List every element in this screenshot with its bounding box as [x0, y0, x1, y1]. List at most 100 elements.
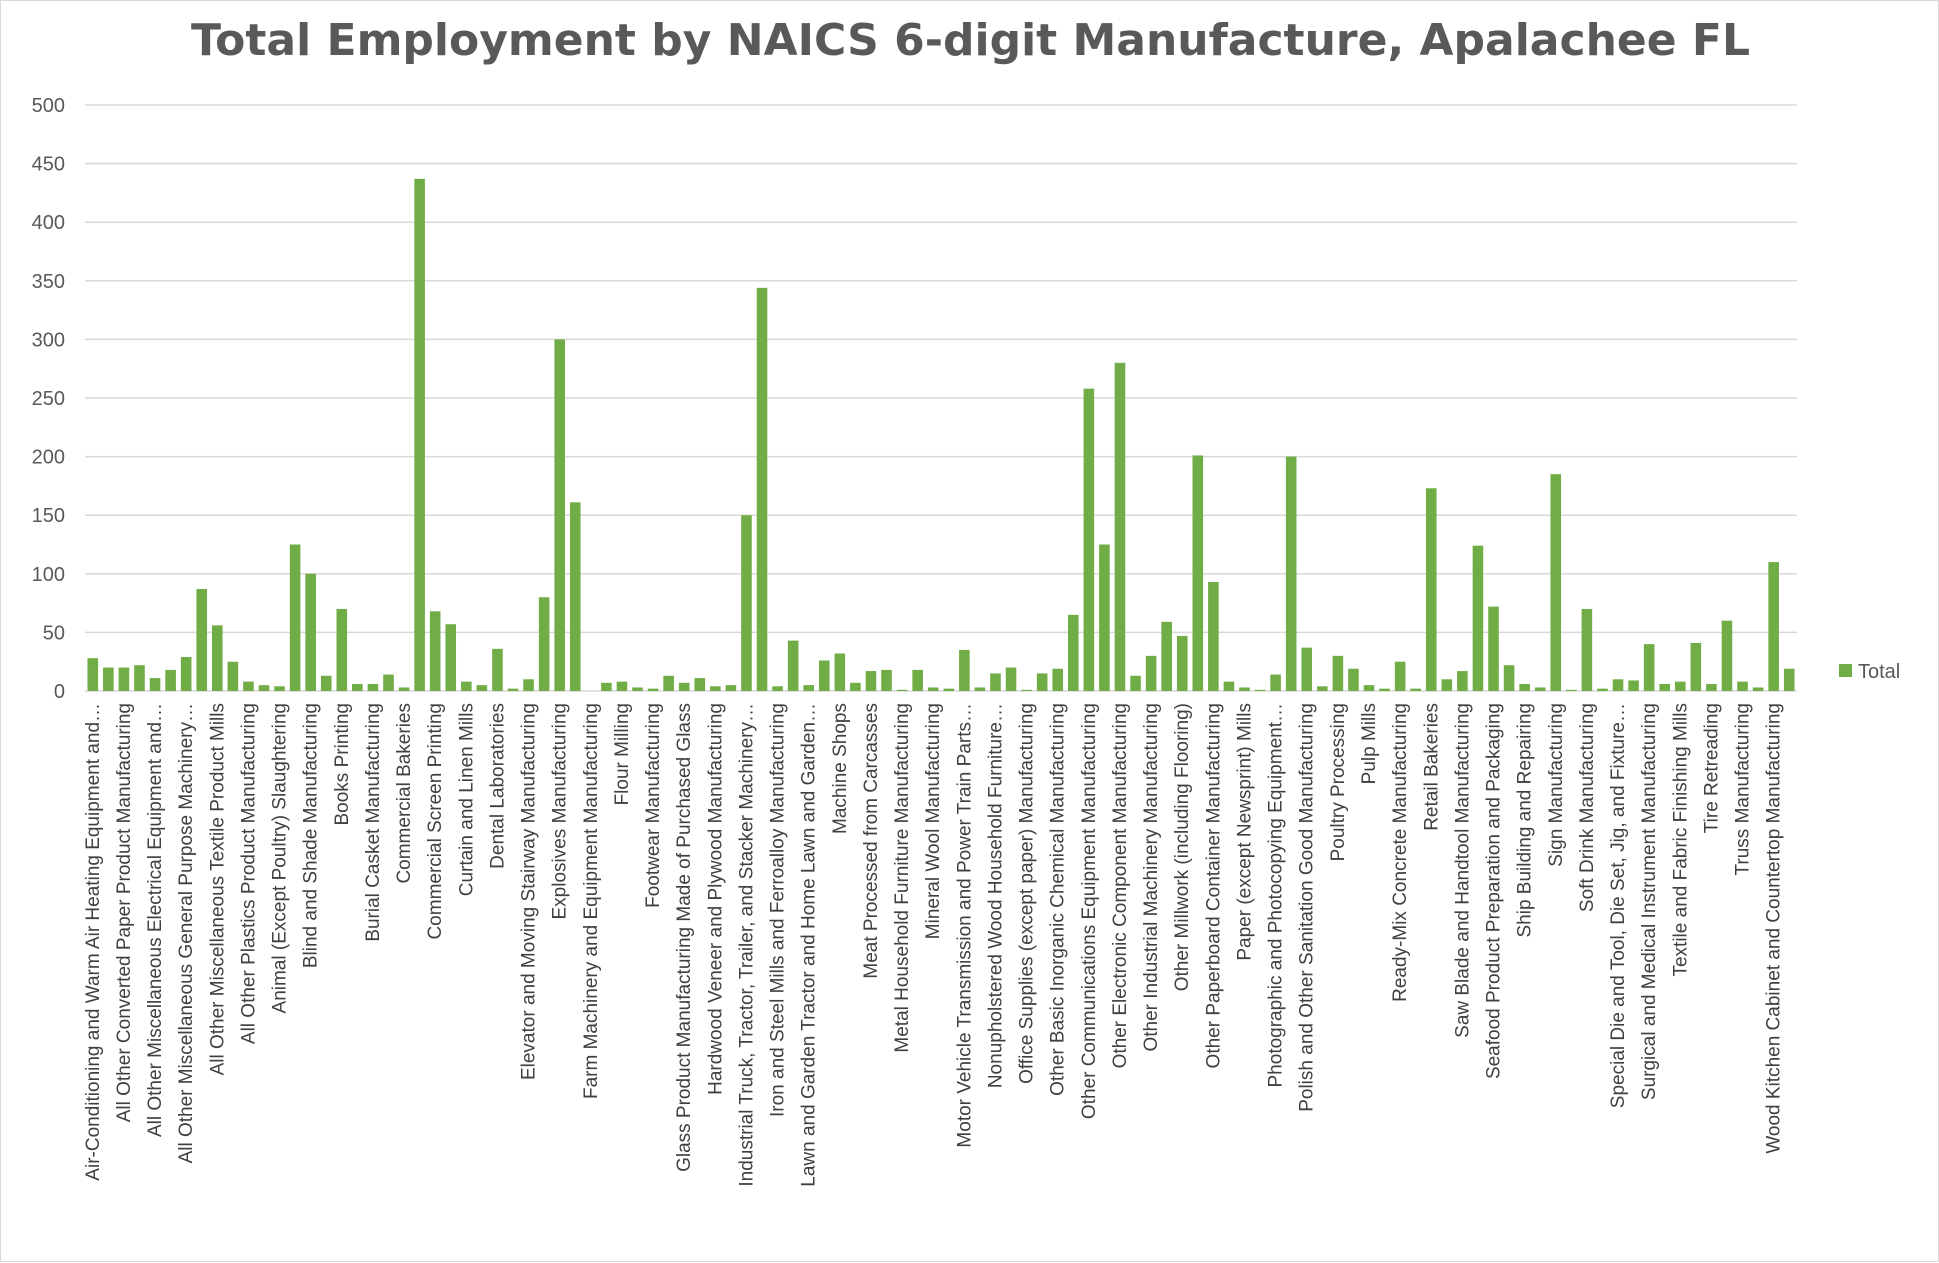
x-tick-label: All Other Plastics Product Manufacturing [238, 703, 259, 1044]
bar [834, 653, 846, 691]
x-tick-label: Iron and Steel Mills and Ferroalloy Manu… [768, 703, 789, 1117]
x-tick-label: Nonupholstered Wood Household Furniture… [985, 703, 1006, 1088]
bar [1363, 685, 1375, 691]
x-tick-label: Mineral Wool Manufacturing [923, 703, 944, 939]
bar [1752, 687, 1764, 691]
x-tick-label: Ship Building and Repairing [1515, 703, 1536, 938]
bar [1612, 679, 1624, 691]
x-tick-label: Other Millwork (including Flooring) [1172, 703, 1193, 991]
bar [1301, 647, 1313, 691]
x-tick-label: Glass Product Manufacturing Made of Purc… [674, 703, 695, 1172]
bar [1394, 661, 1406, 691]
x-tick-label: Textile and Fabric Finishing Mills [1670, 703, 1691, 977]
bar [305, 573, 316, 691]
bar [632, 687, 643, 691]
bar [134, 665, 145, 691]
bar [87, 658, 99, 691]
bar [569, 502, 581, 691]
x-tick-label: Surgical and Medical Instrument Manufact… [1639, 703, 1660, 1100]
bar [959, 649, 970, 691]
x-tick-label: Ready-Mix Concrete Manufacturing [1390, 703, 1411, 1002]
x-tick-label: Saw Blade and Handtool Manufacturing [1452, 703, 1473, 1038]
x-tick-label: Truss Manufacturing [1733, 703, 1754, 875]
x-tick-label: Motor Vehicle Transmission and Power Tra… [954, 703, 975, 1148]
bar [492, 648, 503, 691]
bar [1348, 668, 1359, 691]
bar [1114, 362, 1126, 691]
bar [1036, 673, 1048, 691]
bar [1254, 689, 1266, 691]
x-tick-label: Books Printing [332, 703, 353, 826]
x-tick-label: Lawn and Garden Tractor and Home Lawn an… [799, 703, 820, 1187]
bar [211, 625, 223, 691]
bar [538, 597, 550, 691]
bar [1690, 642, 1702, 691]
x-tick-label: Special Die and Tool, Die Set, Jig, and … [1608, 703, 1629, 1108]
bar [1721, 620, 1733, 691]
y-tick-label: 50 [43, 622, 65, 644]
bar [320, 675, 332, 691]
bar [336, 608, 348, 691]
x-axis-labels: Air-Conditioning and Warm Air Heating Eq… [83, 703, 1785, 1187]
bars [87, 178, 1795, 691]
x-tick-label: Hardwood Veneer and Plywood Manufacturin… [705, 703, 726, 1095]
bar [414, 178, 425, 691]
y-tick-label: 250 [32, 388, 65, 410]
bar [1674, 681, 1686, 691]
chart-title: Total Employment by NAICS 6-digit Manufa… [190, 15, 1750, 66]
x-tick-label: Blind and Shade Manufacturing [301, 703, 322, 968]
bar [756, 287, 768, 691]
bar [258, 685, 270, 691]
bar [974, 687, 986, 691]
bar [1472, 545, 1484, 691]
bar [1005, 667, 1017, 691]
x-tick-label: Other Electronic Component Manufacturing [1110, 703, 1131, 1068]
bar [710, 686, 721, 691]
x-tick-label: Retail Bakeries [1421, 703, 1442, 831]
x-tick-label: Flour Milling [612, 703, 633, 805]
bar [1519, 683, 1530, 691]
bar [990, 673, 1001, 691]
bar [554, 339, 565, 691]
x-tick-label: Metal Household Furniture Manufacturing [892, 703, 913, 1053]
bar [1566, 689, 1577, 691]
bar [1161, 621, 1172, 691]
bar [1441, 679, 1453, 691]
x-tick-label: All Other Miscellaneous Electrical Equip… [145, 703, 166, 1137]
bar [149, 678, 161, 691]
bar [647, 688, 659, 691]
bar [1783, 668, 1795, 691]
bar [445, 624, 457, 691]
x-tick-label: All Other Miscellaneous General Purpose … [176, 703, 197, 1163]
bar [1706, 683, 1717, 691]
x-tick-label: All Other Converted Paper Product Manufa… [114, 703, 135, 1122]
bar [180, 657, 192, 691]
x-tick-label: Wood Kitchen Cabinet and Countertop Manu… [1764, 703, 1785, 1154]
y-tick-label: 100 [32, 564, 65, 586]
bar [1052, 668, 1064, 691]
bar [1659, 683, 1671, 691]
bar [1410, 688, 1421, 691]
x-tick-label: Other Basic Inorganic Chemical Manufactu… [1048, 703, 1069, 1096]
bar [1130, 675, 1141, 691]
grid-lines [85, 104, 1797, 692]
bar [850, 682, 861, 691]
bar [165, 669, 176, 691]
bar [881, 669, 892, 691]
x-tick-label: Air-Conditioning and Warm Air Heating Eq… [83, 703, 104, 1181]
bar [927, 687, 939, 691]
legend-swatch [1839, 664, 1852, 677]
bar [398, 687, 410, 691]
bar [243, 681, 254, 691]
x-tick-label: Meat Processed from Carcasses [861, 703, 882, 979]
bar [1488, 606, 1499, 691]
x-tick-label: Poultry Processing [1328, 703, 1349, 861]
x-tick-label: Commercial Bakeries [394, 703, 415, 884]
x-tick-label: Farm Machinery and Equipment Manufacturi… [581, 703, 602, 1099]
bar [865, 671, 877, 691]
bar [1332, 655, 1344, 691]
bar [1737, 681, 1748, 691]
x-tick-label: Elevator and Moving Stairway Manufacturi… [519, 703, 540, 1080]
bar [1192, 455, 1204, 691]
bar [1099, 544, 1110, 691]
